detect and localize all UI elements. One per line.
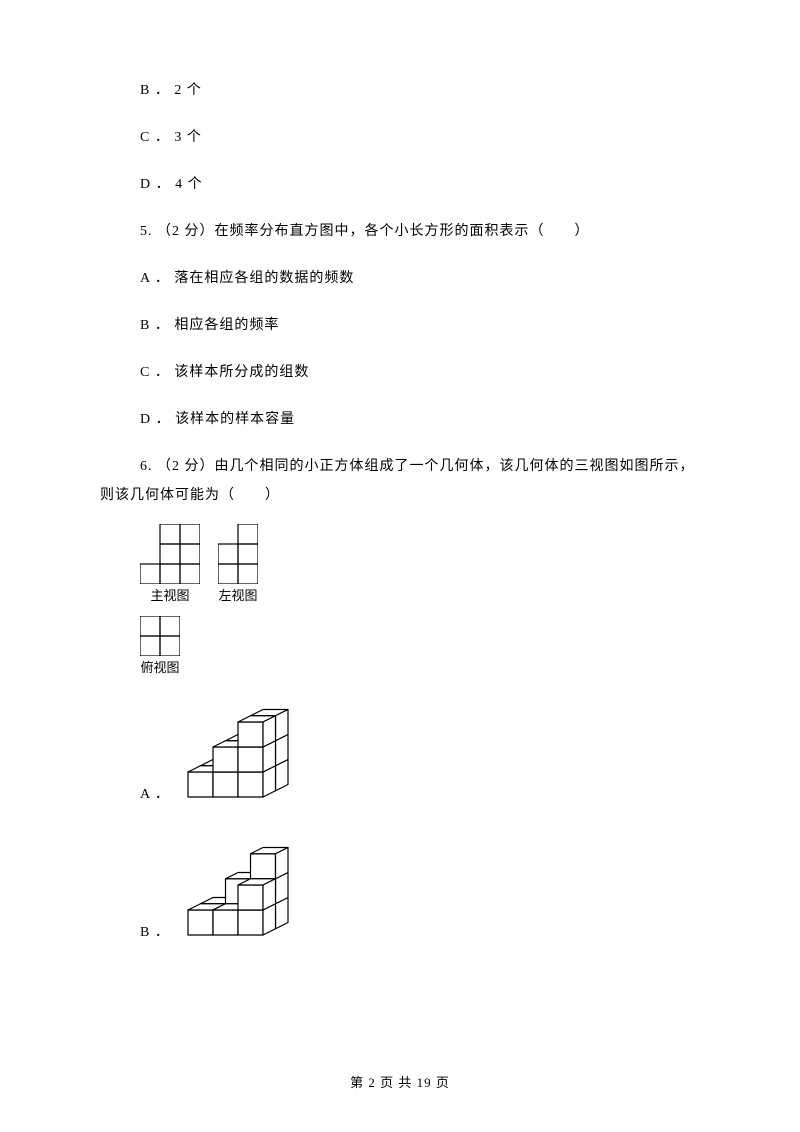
top-view-label: 俯视图 bbox=[140, 658, 179, 678]
option-6b-label: B ． bbox=[140, 922, 170, 945]
front-view-diagram bbox=[140, 524, 200, 584]
question-6-line1: 6. （2 分）由几个相同的小正方体组成了一个几何体，该几何体的三视图如图所示， bbox=[140, 456, 700, 477]
front-view-label: 主视图 bbox=[150, 586, 189, 606]
option-5a: A ． 落在相应各组的数据的频数 bbox=[140, 268, 700, 289]
option-4d: D ． 4 个 bbox=[140, 174, 700, 195]
option-6b-diagram bbox=[178, 825, 298, 945]
option-6a-diagram bbox=[178, 687, 298, 807]
option-4c: C ． 3 个 bbox=[140, 127, 700, 148]
option-5d: D ． 该样本的样本容量 bbox=[140, 409, 700, 430]
question-6-line2: 则该几何体可能为（ ） bbox=[100, 485, 700, 506]
option-5b: B ． 相应各组的频率 bbox=[140, 315, 700, 336]
left-view-diagram bbox=[218, 524, 258, 584]
three-view-row2: 俯视图 bbox=[140, 616, 700, 678]
top-view-diagram bbox=[140, 616, 180, 656]
question-5-text: 5. （2 分）在频率分布直方图中，各个小长方形的面积表示（ ） bbox=[140, 221, 700, 242]
left-view-label: 左视图 bbox=[218, 586, 257, 606]
option-6a-label: A ． bbox=[140, 784, 170, 807]
option-4b: B ． 2 个 bbox=[140, 80, 700, 101]
option-5c: C ． 该样本所分成的组数 bbox=[140, 362, 700, 383]
page-footer: 第 2 页 共 19 页 bbox=[0, 1073, 800, 1093]
three-view-row1: 主视图 左视图 bbox=[140, 524, 700, 606]
option-6b-row: B ． bbox=[140, 825, 700, 945]
option-6a-row: A ． bbox=[140, 687, 700, 807]
